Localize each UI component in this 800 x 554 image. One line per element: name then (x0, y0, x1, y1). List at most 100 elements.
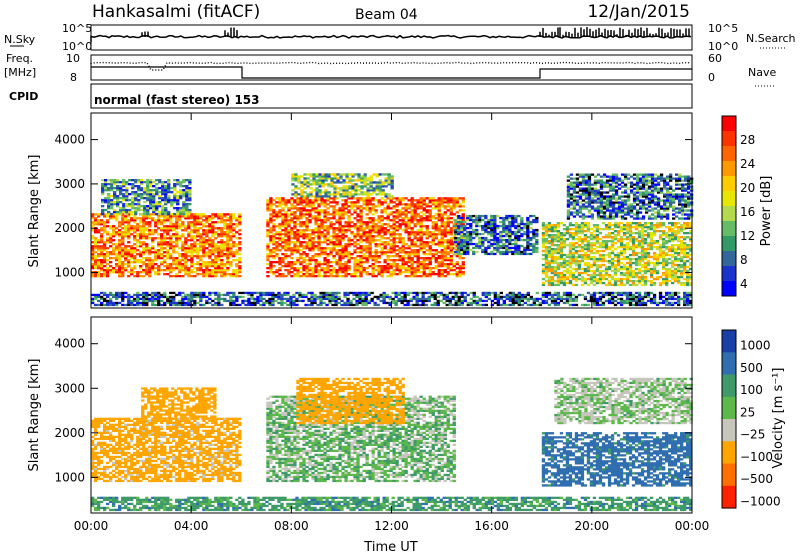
echo-cell (323, 259, 327, 262)
noise-tick-right-bottom: 10^0 (708, 40, 738, 53)
echo-cell (356, 239, 360, 242)
echo-cell (499, 232, 503, 236)
echo-cell (368, 211, 372, 214)
echo-cell (440, 203, 444, 206)
echo-cell (586, 263, 591, 267)
echo-cell (413, 205, 417, 208)
echo-cell (398, 241, 402, 244)
echo-cell (345, 187, 349, 190)
echo-cell (446, 203, 450, 206)
echo-cell (169, 243, 173, 246)
echo-cell (652, 251, 657, 255)
echo-cell (320, 197, 324, 200)
echo-cell (377, 219, 381, 222)
echo-cell (369, 193, 373, 196)
echo-cell (535, 232, 539, 236)
echo-cell (595, 259, 600, 263)
echo-cell (127, 249, 131, 252)
echo-cell (577, 240, 582, 243)
echo-cell (365, 251, 369, 254)
echo-cell (634, 279, 639, 283)
echo-cell (336, 187, 340, 190)
echo-cell (389, 249, 393, 252)
echo-cell (185, 207, 189, 210)
echo-cell (220, 215, 224, 218)
echo-cell (302, 257, 306, 260)
echo-cell (155, 193, 159, 196)
echo-cell (422, 251, 426, 254)
echo-cell (359, 229, 363, 232)
echo-cell (455, 263, 459, 266)
echo-cell (342, 179, 346, 182)
echo-cell (124, 267, 128, 270)
echo-cell (565, 263, 570, 267)
echo-cell (148, 269, 152, 272)
echo-cell (299, 275, 303, 278)
echo-cell (457, 224, 461, 228)
echo-cell (140, 197, 144, 200)
echo-cell (401, 245, 405, 248)
echo-cell (380, 247, 384, 250)
echo-cell (140, 208, 144, 212)
echo-cell (149, 185, 153, 188)
echo-cell (175, 265, 179, 268)
echo-cell (443, 223, 447, 226)
echo-cell (440, 245, 444, 248)
echo-cell (431, 207, 435, 210)
echo-cell (428, 271, 432, 274)
echo-cell (157, 223, 161, 226)
echo-cell (330, 183, 334, 186)
echo-cell (314, 271, 318, 274)
echo-cell (175, 227, 179, 230)
echo-cell (457, 242, 461, 246)
echo-cell (601, 244, 606, 247)
echo-cell (419, 257, 423, 260)
echo-cell (431, 271, 435, 274)
echo-cell (401, 217, 405, 220)
echo-cell (443, 269, 447, 272)
echo-cell (505, 224, 509, 228)
echo-cell (232, 245, 236, 248)
echo-cell (356, 271, 360, 274)
echo-cell (493, 230, 497, 234)
echo-cell (440, 269, 444, 272)
echo-cell (217, 241, 221, 244)
echo-cell (100, 273, 104, 276)
echo-cell (356, 259, 360, 262)
echo-cell (160, 223, 164, 226)
echo-cell (211, 269, 215, 272)
echo-cell (226, 259, 230, 262)
echo-cell (347, 237, 351, 240)
echo-cell (517, 214, 521, 218)
echo-cell (407, 245, 411, 248)
echo-cell (199, 221, 203, 224)
echo-cell (208, 249, 212, 252)
echo-cell (275, 255, 279, 258)
echo-cell (278, 267, 282, 270)
echo-cell (119, 201, 123, 204)
echo-cell (541, 263, 546, 267)
echo-cell (94, 237, 98, 240)
echo-cell (266, 247, 270, 250)
echo-cell (544, 275, 549, 279)
echo-cell (94, 231, 98, 234)
echo-cell (329, 251, 333, 254)
echo-cell (407, 257, 411, 260)
echo-cell (303, 187, 307, 190)
echo-cell (173, 183, 177, 186)
echo-cell (94, 217, 98, 220)
echo-cell (434, 201, 438, 204)
echo-cell (604, 271, 609, 275)
echo-cell (196, 219, 200, 222)
echo-cell (127, 233, 131, 236)
echo-cell (217, 267, 221, 270)
echo-cell (604, 224, 609, 227)
echo-cell (122, 203, 126, 206)
echo-cell (428, 253, 432, 256)
echo-cell (514, 214, 518, 218)
echo-cell (125, 197, 129, 200)
echo-cell (631, 257, 636, 261)
echo-cell (529, 236, 533, 240)
echo-cell (428, 263, 432, 266)
echo-cell (320, 201, 324, 204)
